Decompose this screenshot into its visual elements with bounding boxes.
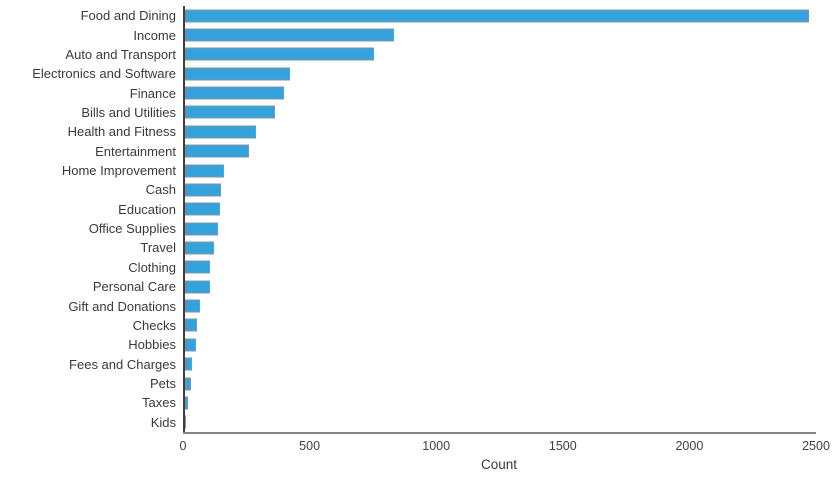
category-label: Pets xyxy=(149,376,176,391)
bar xyxy=(184,280,210,294)
x-tick-label: 0 xyxy=(179,439,187,453)
bar-track xyxy=(183,83,839,102)
bar-row: Electronics and Software xyxy=(0,64,839,83)
bar-row: Hobbies xyxy=(0,335,839,354)
x-tick-label: 2000 xyxy=(675,439,704,453)
bar-track xyxy=(183,161,839,180)
bar xyxy=(184,164,224,178)
bar-track xyxy=(183,374,839,393)
bar-track xyxy=(183,393,839,412)
category-label: Office Supplies xyxy=(88,221,176,237)
category-label: Kids xyxy=(150,414,176,430)
category-label: Finance xyxy=(129,85,176,101)
x-tick-label: 1000 xyxy=(422,439,451,453)
bar xyxy=(184,144,249,158)
bar-row: Kids xyxy=(0,413,839,432)
bar xyxy=(184,125,257,139)
bar-row: Health and Fitness xyxy=(0,122,839,141)
bar-track xyxy=(183,258,839,277)
bar-track xyxy=(183,238,839,257)
category-label: Entertainment xyxy=(95,143,176,159)
bar-track xyxy=(183,64,839,83)
category-label: Clothing xyxy=(128,259,176,275)
bar-row: Cash xyxy=(0,180,839,199)
bar xyxy=(184,86,284,100)
bar-track xyxy=(183,219,839,238)
category-label: Hobbies xyxy=(128,337,176,353)
bar-row: Entertainment xyxy=(0,142,839,161)
x-tick-label: 500 xyxy=(299,439,321,453)
category-label: Education xyxy=(118,201,176,217)
bar xyxy=(184,299,201,313)
bar-row: Auto and Transport xyxy=(0,45,839,64)
y-axis-line xyxy=(183,6,185,433)
bar-track xyxy=(183,45,839,64)
bar xyxy=(184,396,189,410)
bar-row: Income xyxy=(0,25,839,44)
bar-track xyxy=(183,25,839,44)
bar xyxy=(184,47,374,61)
bar-track xyxy=(183,180,839,199)
x-tick-label: 2500 xyxy=(802,439,830,453)
category-label: Cash xyxy=(145,182,176,198)
bar-row: Office Supplies xyxy=(0,219,839,238)
bar-track xyxy=(183,6,839,25)
bar xyxy=(184,338,196,352)
category-label: Food and Dining xyxy=(80,8,176,24)
bar-row: Education xyxy=(0,200,839,219)
category-label: Checks xyxy=(132,317,176,333)
bar-track xyxy=(183,316,839,335)
bar-row: Personal Care xyxy=(0,277,839,296)
bar-track xyxy=(183,277,839,296)
bar-track xyxy=(183,296,839,315)
bar-row: Fees and Charges xyxy=(0,354,839,373)
bar xyxy=(184,241,215,255)
bar-row: Clothing xyxy=(0,258,839,277)
bar-row: Checks xyxy=(0,316,839,335)
bar-track xyxy=(183,103,839,122)
bar xyxy=(184,202,221,216)
x-axis-title: Count xyxy=(480,457,518,472)
bar-row: Pets xyxy=(0,374,839,393)
bar-track xyxy=(183,200,839,219)
category-label: Travel xyxy=(140,240,176,256)
bar xyxy=(184,318,197,332)
bar xyxy=(184,377,192,390)
bar-row: Bills and Utilities xyxy=(0,103,839,122)
bar-row: Travel xyxy=(0,238,839,257)
category-label: Auto and Transport xyxy=(65,46,176,62)
category-label: Taxes xyxy=(142,395,176,411)
category-label: Electronics and Software xyxy=(32,66,176,82)
bar-row: Finance xyxy=(0,83,839,102)
bar xyxy=(184,260,211,274)
bar xyxy=(184,415,186,429)
bar xyxy=(184,28,395,42)
category-label: Fees and Charges xyxy=(69,356,176,372)
bar xyxy=(184,183,222,197)
category-label: Gift and Donations xyxy=(68,298,176,314)
bar-row: Food and Dining xyxy=(0,6,839,25)
bar-track xyxy=(183,335,839,354)
category-label: Bills and Utilities xyxy=(81,104,176,120)
bar-row: Home Improvement xyxy=(0,161,839,180)
category-label: Health and Fitness xyxy=(67,124,176,140)
x-axis-line xyxy=(183,432,816,434)
bar xyxy=(184,105,276,119)
bar-row: Taxes xyxy=(0,393,839,412)
bar-track xyxy=(183,142,839,161)
bar-track xyxy=(183,413,839,432)
bar-track xyxy=(183,354,839,373)
bar xyxy=(184,222,218,236)
category-label: Personal Care xyxy=(92,279,176,295)
bar xyxy=(184,9,810,23)
bar-row: Gift and Donations xyxy=(0,296,839,315)
bar xyxy=(184,357,192,371)
bar xyxy=(184,67,291,81)
category-label: Home Improvement xyxy=(61,163,176,179)
category-label: Income xyxy=(133,27,176,43)
bar-track xyxy=(183,122,839,141)
x-tick-label: 1500 xyxy=(548,439,577,453)
category-rows: Food and Dining Income Auto and Transpor… xyxy=(0,6,839,432)
